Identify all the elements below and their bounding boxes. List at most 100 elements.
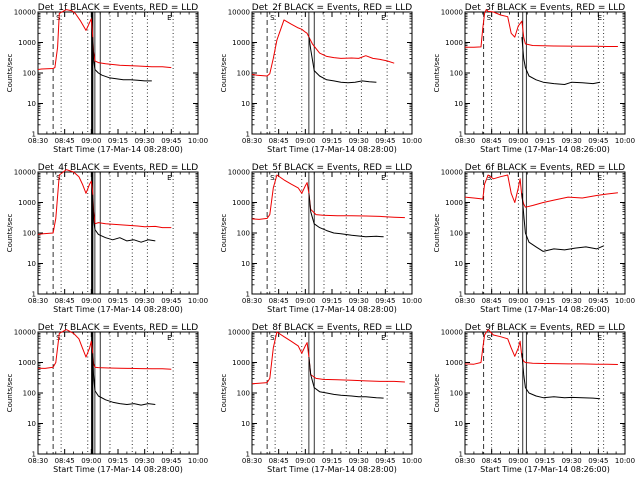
y-tick-label: 1000 (445, 359, 463, 367)
events-series-line (92, 37, 152, 82)
lld-series-line (465, 9, 618, 48)
x-tick-label: 09:00 (508, 137, 528, 145)
x-tick-label: 09:15 (322, 297, 342, 305)
end-marker-label: E (381, 14, 385, 22)
x-tick-label: 09:00 (295, 297, 315, 305)
x-tick-label: 09:45 (588, 297, 608, 305)
events-series-line (521, 353, 601, 400)
y-tick-label: 10 (241, 420, 250, 428)
y-tick-label: 10000 (228, 9, 250, 17)
x-tick-label: 09:45 (375, 137, 395, 145)
y-tick-label: 10 (454, 260, 463, 268)
x-tick-label: 08:30 (28, 457, 48, 465)
lld-series-line (38, 169, 172, 235)
plot-area (465, 329, 618, 400)
plot-area (252, 331, 405, 399)
start-marker-label: S (487, 334, 492, 342)
x-tick-label: 09:45 (161, 137, 181, 145)
end-marker-label: E (381, 174, 385, 182)
end-marker-label: E (167, 14, 171, 22)
events-series-line (308, 193, 384, 238)
plot-area (252, 19, 395, 84)
end-marker-label: E (167, 334, 171, 342)
start-marker-label: S (487, 174, 492, 182)
y-tick-label: 10000 (228, 169, 250, 177)
x-tick-label: 08:30 (28, 297, 48, 305)
x-tick-label: 09:30 (135, 137, 155, 145)
x-tick-label: 08:45 (55, 297, 75, 305)
x-tick-label: 09:15 (535, 297, 555, 305)
x-axis-label: Start Time (17-Mar-14 08:26:00) (480, 145, 610, 154)
x-tick-label: 08:45 (482, 297, 502, 305)
x-tick-label: 08:30 (28, 137, 48, 145)
plot-area (38, 329, 172, 406)
y-axis-label: Counts/sec (220, 374, 228, 413)
x-tick-label: 09:30 (349, 297, 369, 305)
chart-panel-3: Det_3f BLACK = Events, RED = LLD 1 10 100 10… (433, 3, 635, 154)
x-tick-label: 09:00 (81, 137, 101, 145)
x-axis-label: Start Time (17-Mar-14 08:26:00) (480, 305, 610, 314)
x-tick-label: 08:30 (242, 457, 262, 465)
x-tick-label: 09:15 (108, 297, 128, 305)
x-tick-label: 09:30 (562, 137, 582, 145)
chart-panel-1: Det_1f BLACK = Events, RED = LLD 1 10 100 10… (6, 3, 208, 154)
y-tick-label: 1 (246, 451, 250, 459)
x-axis-label: Start Time (17-Mar-14 08:26:00) (480, 465, 610, 474)
y-tick-label: 1000 (232, 359, 250, 367)
chart-title: Det_8f BLACK = Events, RED = LLD (252, 323, 412, 333)
y-axis-label: Counts/sec (220, 214, 228, 253)
y-tick-label: 1000 (445, 39, 463, 47)
events-series-line (308, 357, 384, 399)
y-axis-label: Counts/sec (220, 54, 228, 93)
events-series-line (308, 37, 377, 84)
x-tick-label: 09:15 (322, 137, 342, 145)
x-tick-label: 09:00 (295, 457, 315, 465)
y-tick-label: 1000 (232, 39, 250, 47)
y-tick-label: 10 (27, 260, 36, 268)
x-axis-label: Start Time (17-Mar-14 08:28:00) (267, 305, 397, 314)
x-tick-label: 08:45 (55, 457, 75, 465)
x-axis-label: Start Time (17-Mar-14 08:28:00) (267, 145, 397, 154)
x-tick-label: 08:30 (455, 297, 475, 305)
chart-title: Det_1f BLACK = Events, RED = LLD (38, 3, 198, 13)
chart-panel-7: Det_7f BLACK = Events, RED = LLD 1 10 100 10… (6, 323, 208, 474)
y-tick-label: 100 (450, 390, 463, 398)
x-tick-label: 09:15 (535, 457, 555, 465)
plot-area (465, 174, 618, 252)
start-marker-label: S (487, 14, 492, 22)
plot-frame (37, 171, 199, 295)
y-tick-label: 10000 (14, 329, 36, 337)
end-marker-label: E (598, 174, 602, 182)
x-tick-label: 08:45 (269, 457, 289, 465)
end-marker-label: E (598, 334, 602, 342)
x-axis-label: Start Time (17-Mar-14 08:28:00) (53, 145, 183, 154)
y-tick-label: 1 (459, 131, 463, 139)
x-tick-label: 09:00 (295, 137, 315, 145)
y-tick-label: 10 (454, 420, 463, 428)
chart-panel-2: Det_2f BLACK = Events, RED = LLD 1 10 100 10… (220, 3, 422, 154)
y-tick-label: 1000 (445, 199, 463, 207)
y-tick-label: 1000 (18, 359, 36, 367)
x-tick-label: 10:00 (615, 457, 635, 465)
plot-area (465, 9, 618, 85)
x-tick-label: 08:30 (455, 457, 475, 465)
x-tick-label: 10:00 (615, 297, 635, 305)
x-tick-label: 08:30 (242, 297, 262, 305)
x-tick-label: 10:00 (402, 137, 422, 145)
chart-title: Det_7f BLACK = Events, RED = LLD (38, 323, 198, 333)
y-tick-label: 1 (32, 131, 36, 139)
x-tick-label: 10:00 (188, 297, 208, 305)
y-tick-label: 1000 (18, 199, 36, 207)
plot-frame (251, 331, 413, 455)
chart-panel-9: Det_9f BLACK = Events, RED = LLD 1 10 100 10… (433, 323, 635, 474)
chart-title: Det_5f BLACK = Events, RED = LLD (252, 163, 412, 173)
chart-panel-8: Det_8f BLACK = Events, RED = LLD 1 10 100 10… (220, 323, 422, 474)
x-tick-label: 09:15 (535, 137, 555, 145)
x-tick-label: 09:00 (508, 297, 528, 305)
x-tick-label: 09:00 (81, 457, 101, 465)
x-tick-label: 10:00 (402, 297, 422, 305)
x-axis-label: Start Time (17-Mar-14 08:28:00) (53, 305, 183, 314)
y-tick-label: 100 (23, 390, 36, 398)
y-tick-label: 1 (246, 131, 250, 139)
